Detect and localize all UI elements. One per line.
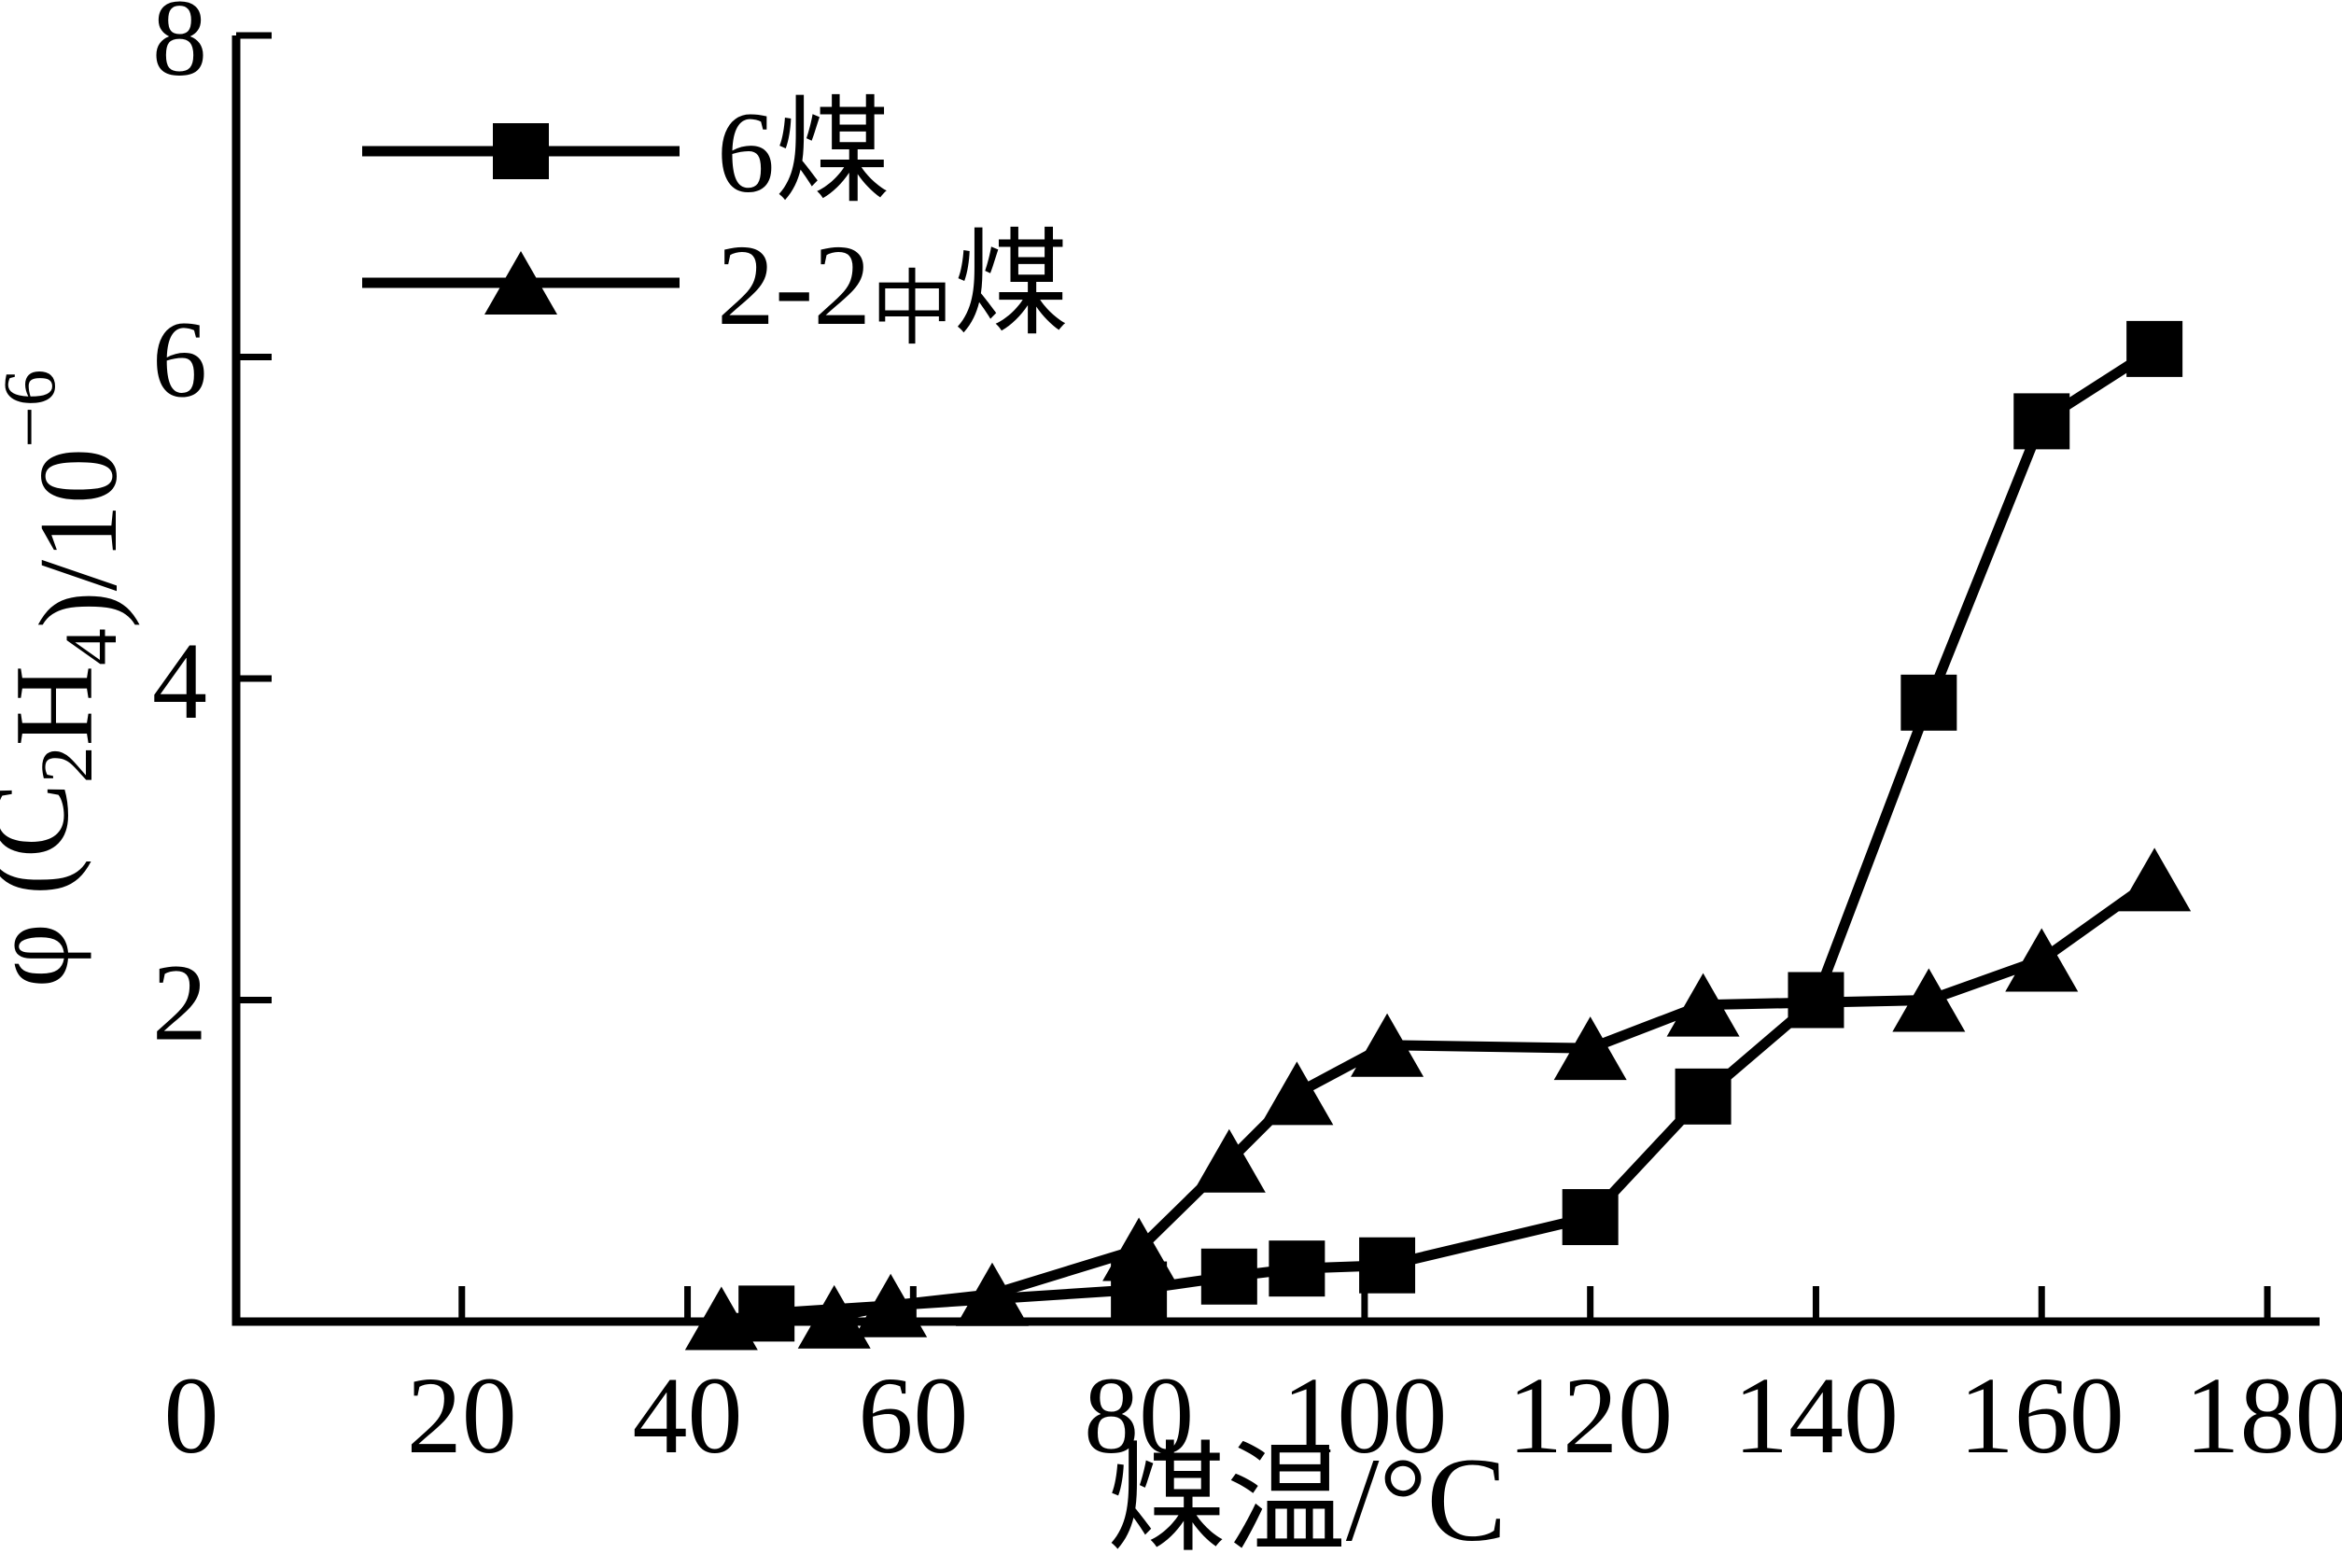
marker-square (2126, 320, 2183, 377)
x-tick-label: 180 (2185, 1354, 2342, 1477)
marker-triangle (1351, 1013, 1424, 1077)
marker-triangle (1892, 968, 1966, 1032)
marker-triangle (2005, 928, 2079, 992)
marker-triangle (484, 251, 557, 315)
marker-triangle (1192, 1128, 1266, 1193)
marker-triangle (1553, 1016, 1627, 1081)
x-tick-label: 160 (1959, 1354, 2125, 1477)
marker-triangle (955, 1262, 1029, 1326)
marker-square (1562, 1189, 1619, 1246)
x-tick-label: 140 (1733, 1354, 1899, 1477)
y-tick-label: 4 (152, 620, 207, 742)
marker-square (493, 123, 549, 179)
legend-item-0: 6煤 (362, 89, 891, 217)
x-tick-label: 20 (407, 1354, 517, 1477)
marker-square (1900, 674, 1957, 731)
marker-triangle (797, 1284, 871, 1349)
marker-square (1269, 1240, 1325, 1297)
marker-square (1200, 1248, 1257, 1305)
marker-triangle (2118, 847, 2192, 912)
legend-label: 6煤 (717, 89, 891, 217)
marker-square (1675, 1068, 1732, 1125)
y-axis-title: φ (C2H4)/10−6 (0, 370, 140, 988)
marker-triangle (1666, 973, 1740, 1037)
marker-triangle (684, 1286, 758, 1351)
x-tick-label: 0 (164, 1354, 219, 1477)
x-tick-label: 80 (1084, 1354, 1194, 1477)
marker-square (1359, 1237, 1416, 1294)
marker-triangle (1102, 1217, 1176, 1281)
series-line-0 (765, 344, 2158, 1319)
legend-label: 2-2中煤 (717, 221, 1069, 356)
series-triangle (684, 847, 2192, 1351)
y-tick-label: 2 (152, 942, 207, 1064)
y-tick-label: 8 (152, 0, 207, 99)
legend-item-1: 2-2中煤 (362, 221, 1069, 356)
marker-triangle (1260, 1061, 1334, 1126)
x-axis-title: 煤温/°C (1107, 1434, 1507, 1563)
x-tick-label: 60 (858, 1354, 968, 1477)
series-square (738, 320, 2183, 1342)
x-tick-label: 120 (1508, 1354, 1673, 1477)
x-tick-label: 100 (1282, 1354, 1447, 1477)
x-tick-label: 40 (633, 1354, 743, 1477)
marker-square (2013, 393, 2070, 450)
y-tick-label: 6 (152, 299, 207, 421)
marker-triangle (854, 1273, 928, 1337)
